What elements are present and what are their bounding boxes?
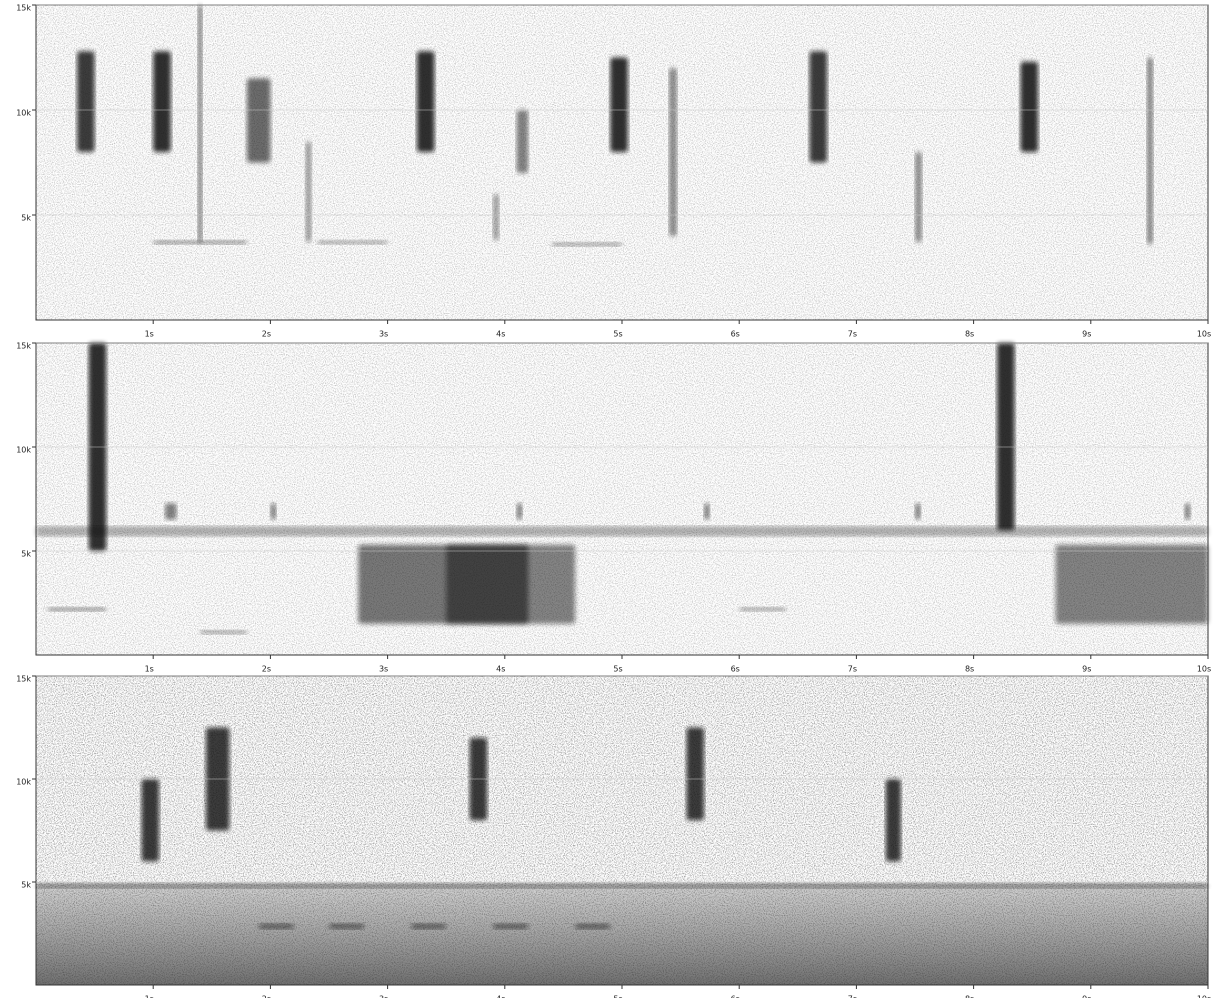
x-tick-label: 4s	[496, 665, 505, 674]
call	[36, 526, 1208, 537]
call	[200, 630, 247, 635]
call	[77, 51, 95, 153]
call	[416, 51, 435, 153]
x-tick-label: 5s	[613, 330, 622, 339]
x-tick-label: 10s	[1197, 665, 1211, 674]
x-tick-label: 1s	[145, 995, 154, 998]
call	[446, 544, 576, 624]
x-tick-label: 6s	[731, 330, 740, 339]
call	[1055, 544, 1208, 624]
noise-floor	[36, 882, 1208, 985]
x-tick-label: 7s	[848, 330, 857, 339]
noise	[36, 5, 1208, 320]
call	[270, 503, 277, 520]
y-tick-label: 15k	[16, 4, 31, 13]
x-tick-label: 7s	[848, 995, 857, 998]
call	[885, 779, 901, 862]
x-tick-label: 3s	[379, 665, 388, 674]
y-tick-label: 10k	[16, 778, 31, 787]
x-tick-label: 5s	[613, 665, 622, 674]
x-tick-label: 5s	[613, 995, 622, 998]
call	[516, 110, 529, 173]
x-tick-label: 2s	[262, 330, 271, 339]
spectrogram-panel: 5k 10k 15k 1s 2s 3s 4s 5s 6s 7s 8s 9s 10s	[16, 4, 1211, 339]
y-tick-label: 10k	[16, 446, 31, 455]
x-tick-label: 8s	[965, 330, 974, 339]
y-tick-label: 5k	[21, 214, 31, 223]
call	[141, 779, 160, 862]
y-tick-label: 5k	[21, 881, 31, 890]
x-tick-label: 4s	[496, 995, 505, 998]
spectrogram-panel: 5k 10k 15k 1s 2s 3s 4s 5s 6s 7s 8s 9s 10s	[16, 675, 1211, 998]
call	[809, 51, 828, 163]
noise	[36, 343, 1208, 655]
x-tick-label: 8s	[965, 665, 974, 674]
call	[47, 607, 107, 612]
x-tick-label: 3s	[379, 995, 388, 998]
call	[997, 343, 1015, 531]
call	[197, 5, 203, 243]
call	[915, 152, 923, 243]
call	[915, 503, 921, 520]
call	[551, 242, 622, 247]
call	[164, 503, 177, 520]
call	[516, 503, 523, 520]
x-tick-label: 2s	[262, 665, 271, 674]
y-tick-label: 15k	[16, 675, 31, 684]
call	[1147, 57, 1153, 245]
call	[1020, 61, 1039, 153]
x-tick-label: 1s	[145, 665, 154, 674]
call	[153, 51, 171, 153]
spectrogram-panel: 5k 10k 15k 1s 2s 3s 4s 5s 6s 7s 8s 9s 10s	[16, 342, 1211, 674]
call	[686, 727, 705, 821]
call	[329, 923, 365, 930]
call	[575, 923, 611, 930]
call	[668, 68, 678, 236]
y-tick-label: 5k	[21, 550, 31, 559]
x-tick-label: 6s	[731, 995, 740, 998]
call	[153, 240, 247, 245]
x-tick-label: 1s	[145, 330, 154, 339]
y-tick-label: 15k	[16, 342, 31, 351]
call	[246, 78, 271, 163]
y-tick-label: 10k	[16, 109, 31, 118]
x-tick-label: 10s	[1197, 330, 1211, 339]
call	[36, 884, 1208, 889]
call	[411, 923, 447, 930]
x-tick-label: 7s	[848, 665, 857, 674]
call	[493, 194, 499, 241]
call	[317, 240, 388, 245]
x-tick-label: 10s	[1197, 995, 1211, 998]
call	[610, 57, 628, 152]
x-tick-label: 9s	[1082, 995, 1091, 998]
call	[305, 141, 312, 243]
x-tick-label: 9s	[1082, 330, 1091, 339]
call	[1184, 503, 1191, 520]
x-tick-label: 9s	[1082, 665, 1091, 674]
call	[493, 923, 529, 930]
x-tick-label: 2s	[262, 995, 271, 998]
x-tick-label: 3s	[379, 330, 388, 339]
x-tick-label: 6s	[731, 665, 740, 674]
x-tick-label: 8s	[965, 995, 974, 998]
x-tick-label: 4s	[496, 330, 505, 339]
call	[258, 923, 294, 930]
call	[704, 503, 710, 520]
call	[739, 607, 787, 612]
